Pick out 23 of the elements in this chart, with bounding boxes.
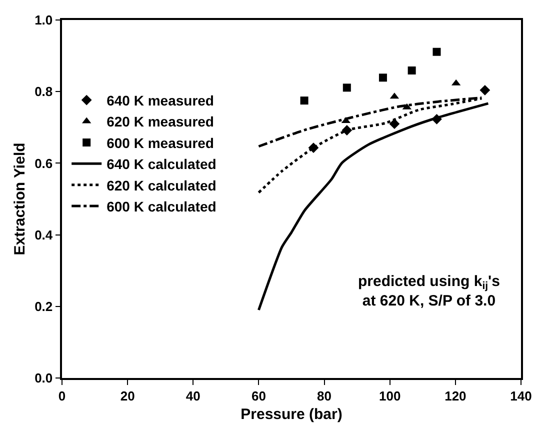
x-tick-label: 40: [186, 388, 200, 404]
x-tick-label: 60: [251, 388, 266, 404]
y-tick-label: 1.0: [34, 12, 53, 28]
legend-label: 640 K calculated: [106, 156, 216, 172]
legend-label: 600 K measured: [106, 134, 214, 151]
legend-label: 620 K measured: [106, 114, 214, 130]
x-tick-label: 80: [317, 388, 332, 404]
y-tick-label: 0.2: [34, 298, 53, 314]
x-tick-label: 120: [444, 388, 466, 404]
y-tick-label: 0.4: [34, 227, 54, 242]
legend-label: 640 K measured: [106, 92, 214, 108]
legend-label: 620 K calculated: [106, 177, 216, 194]
x-axis-title: Pressure (bar): [240, 406, 342, 423]
x-tick-label: 20: [120, 388, 135, 404]
annotation: predicted using k$_{ij}$'s at 620 K, S/P of 3.0: [358, 273, 500, 310]
y-tick-label: 0.6: [34, 156, 53, 171]
y-axis-title: Extraction Yield: [11, 142, 28, 256]
y-tick-label: 0.0: [34, 370, 53, 386]
x-tick-label: 0: [58, 388, 66, 404]
x-tick-label: 140: [510, 388, 532, 404]
y-tick-label: 0.8: [34, 84, 53, 100]
legend-label: 600 K calculated: [106, 198, 216, 214]
x-tick-label: 100: [379, 388, 401, 404]
